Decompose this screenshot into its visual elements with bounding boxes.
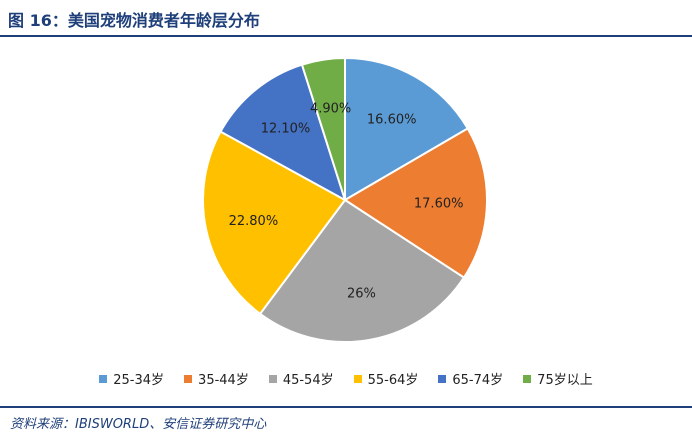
figure-title: 图 16：美国宠物消费者年龄层分布 bbox=[8, 11, 260, 30]
title-divider bbox=[0, 35, 692, 37]
pie-slice-1 bbox=[344, 56, 470, 202]
legend-label-6: 75岁以上 bbox=[537, 373, 593, 388]
pie-slice-6 bbox=[300, 56, 346, 201]
source-note: 资料来源：IBISWORLD、安信证券研究中心 bbox=[10, 417, 267, 432]
data-label-6: 4.90% bbox=[310, 101, 351, 116]
legend-item-5: 65-74岁 bbox=[438, 369, 503, 388]
data-label-1: 16.60% bbox=[367, 113, 417, 128]
pie-slice-4 bbox=[202, 130, 347, 316]
data-label-3: 26% bbox=[347, 286, 376, 301]
data-label-2: 17.60% bbox=[414, 196, 464, 211]
legend-swatch-2 bbox=[184, 374, 193, 383]
legend-swatch-4 bbox=[353, 374, 362, 383]
legend-item-6: 75岁以上 bbox=[523, 369, 593, 388]
pie-slice-5 bbox=[219, 63, 347, 203]
source-divider bbox=[0, 406, 692, 408]
pie-slice-3 bbox=[258, 198, 466, 343]
legend-swatch-5 bbox=[438, 374, 447, 383]
data-label-4: 22.80% bbox=[229, 214, 279, 229]
legend-label-3: 45-54岁 bbox=[282, 373, 334, 388]
chart-legend: 25-34岁 35-44岁 45-54岁 55-64岁 65-74岁 75岁以上 bbox=[0, 369, 692, 388]
data-label-5: 12.10% bbox=[261, 122, 311, 137]
legend-label-5: 65-74岁 bbox=[452, 373, 504, 388]
legend-label-2: 35-44岁 bbox=[198, 373, 249, 388]
legend-swatch-3 bbox=[268, 374, 277, 383]
pie-data-labels: 16.60% 17.60% 26% 22.80% 12.10% 4.90% bbox=[229, 101, 464, 301]
figure-header: 图 16：美国宠物消费者年龄层分布 bbox=[0, 0, 692, 37]
legend-label-1: 25-34岁 bbox=[113, 373, 165, 388]
legend-swatch-1 bbox=[99, 374, 108, 383]
legend-item-3: 45-54岁 bbox=[268, 369, 334, 388]
legend-label-4: 55-64岁 bbox=[367, 373, 419, 388]
pie-slice-2 bbox=[343, 127, 488, 279]
legend-swatch-6 bbox=[523, 374, 532, 383]
legend-item-4: 55-64岁 bbox=[353, 369, 419, 388]
pie-slices bbox=[202, 56, 488, 343]
legend-item-1: 25-34岁 bbox=[99, 369, 164, 388]
legend-item-2: 35-44岁 bbox=[184, 369, 249, 388]
